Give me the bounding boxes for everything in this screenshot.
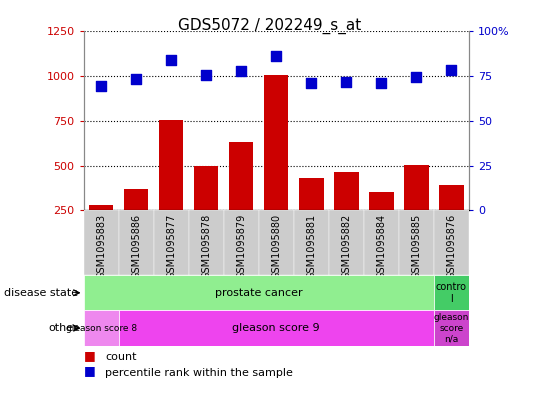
Text: gleason score 9: gleason score 9 (232, 323, 320, 333)
Text: GSM1095880: GSM1095880 (271, 213, 281, 279)
Bar (124, 189, 148, 255)
Text: ■: ■ (84, 349, 95, 362)
Point (342, 78, 351, 84)
Bar (294, 210, 329, 275)
Point (97, 83, 106, 89)
Text: percentile rank within the sample: percentile rank within the sample (105, 368, 293, 378)
Point (132, 76, 140, 82)
Text: GSM1095883: GSM1095883 (96, 213, 106, 279)
Bar (299, 178, 323, 255)
Bar (329, 210, 364, 275)
Bar (84, 210, 119, 275)
Text: GSM1095878: GSM1095878 (201, 213, 211, 279)
Text: count: count (105, 353, 136, 362)
Bar (229, 142, 253, 255)
Bar (89, 205, 113, 255)
Bar (434, 275, 469, 310)
Text: GSM1095881: GSM1095881 (306, 213, 316, 279)
Bar (84, 310, 119, 346)
Bar (404, 165, 429, 255)
Point (167, 57, 176, 63)
Text: other: other (49, 323, 78, 333)
Bar (224, 210, 259, 275)
Point (377, 80, 386, 86)
Text: GDS5072 / 202249_s_at: GDS5072 / 202249_s_at (178, 18, 361, 34)
Point (447, 67, 456, 73)
Bar (369, 192, 393, 255)
Text: GSM1095876: GSM1095876 (446, 213, 457, 279)
Bar (259, 210, 294, 275)
Text: GSM1095877: GSM1095877 (166, 213, 176, 279)
Point (307, 80, 316, 86)
Text: gleason
score
n/a: gleason score n/a (434, 313, 469, 343)
Text: GSM1095885: GSM1095885 (411, 213, 421, 279)
Text: GSM1095884: GSM1095884 (376, 213, 386, 279)
Bar (434, 310, 469, 346)
Bar (119, 310, 434, 346)
Bar (189, 210, 224, 275)
Bar (154, 210, 189, 275)
Text: GSM1095886: GSM1095886 (131, 213, 141, 279)
Bar (194, 165, 218, 255)
Point (412, 74, 421, 80)
Point (202, 72, 211, 78)
Bar (119, 210, 154, 275)
Bar (264, 75, 288, 255)
Text: gleason score 8: gleason score 8 (66, 324, 136, 332)
Point (237, 68, 246, 74)
Bar (364, 210, 399, 275)
Bar (399, 210, 434, 275)
Text: ■: ■ (84, 364, 95, 377)
Text: disease state: disease state (4, 288, 78, 298)
Bar (439, 185, 464, 255)
Text: contro
l: contro l (436, 282, 467, 303)
Text: prostate cancer: prostate cancer (215, 288, 302, 298)
Bar (434, 210, 469, 275)
Bar (334, 172, 358, 255)
Bar (159, 120, 183, 255)
Text: GSM1095882: GSM1095882 (341, 213, 351, 279)
Point (272, 53, 281, 60)
Text: GSM1095879: GSM1095879 (236, 213, 246, 279)
